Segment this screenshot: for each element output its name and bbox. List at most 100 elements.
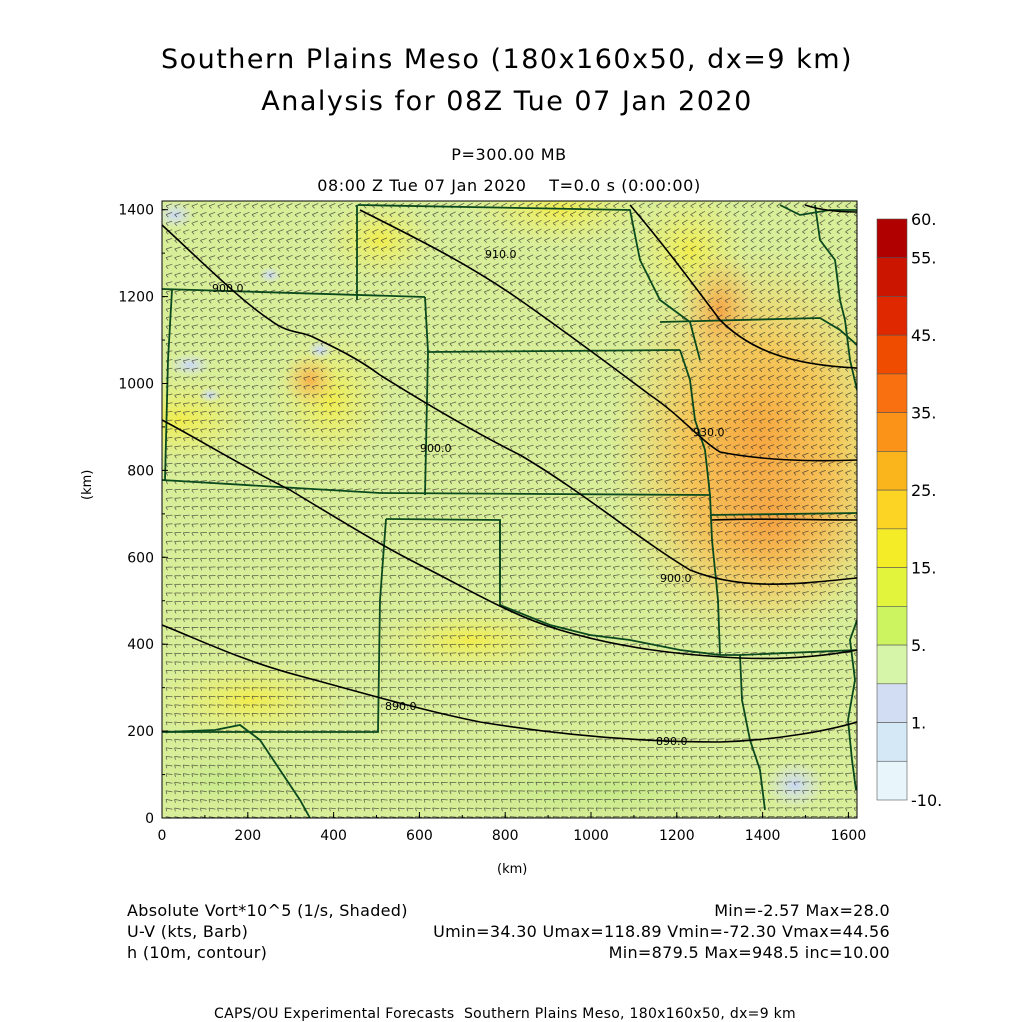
colorbar-label: 55.: [911, 249, 936, 268]
map-analysis-time: Analysis for 08Z Tue 07 Jan 2020: [261, 86, 753, 117]
valid-time: 08:00 Z Tue 07 Jan 2020 T=0.0 s (0:00:00…: [317, 176, 701, 195]
wind-legend-label: U-V (kts, Barb): [127, 922, 249, 941]
colorbar-swatch: [876, 760, 908, 801]
colorbar-swatch: [876, 528, 908, 568]
contour-labels: 900.0 910.0 900.0 930.0 900.0 890.0 890.…: [212, 248, 725, 748]
state-borders: [162, 204, 857, 818]
y-tick-label: 600: [127, 550, 154, 566]
x-tick-label: 400: [320, 828, 347, 844]
height-legend-label: h (10m, contour): [127, 943, 268, 962]
border-mississippi-river: [814, 204, 857, 391]
colorbar: 60. 55. 45. 35. 25. 15. 5. 1. -10.: [876, 210, 942, 810]
colorbar-label: 5.: [911, 636, 926, 655]
colorbar-swatch: [876, 683, 908, 723]
y-axis: 0 200 400 600 800 1000 1200 1400: [118, 203, 168, 827]
border-kansas-oklahoma: [162, 479, 711, 496]
contour-line-5: [629, 204, 857, 369]
vorticity-min-north: [306, 340, 334, 360]
contour-label: 930.0: [693, 426, 725, 439]
colorbar-swatch: [876, 722, 908, 762]
vorticity-min-northwest: [258, 266, 282, 284]
x-tick-label: 600: [406, 828, 433, 844]
vorticity-band-east: [680, 250, 760, 370]
y-axis-label: (km): [80, 469, 95, 500]
contour-line-7: [804, 204, 857, 213]
border-colorado-north: [162, 288, 426, 298]
vorticity-stats: Min=-2.57 Max=28.0: [714, 901, 890, 920]
x-tick-label: 1000: [573, 828, 609, 844]
border-iowa-missouri: [659, 317, 857, 346]
y-tick-label: 400: [127, 637, 154, 653]
colorbar-label: 60.: [911, 210, 936, 229]
height-stats: Min=879.5 Max=948.5 inc=10.00: [608, 943, 890, 962]
y-tick-label: 1200: [118, 290, 154, 306]
colorbar-swatch: [876, 567, 908, 607]
pressure-level: P=300.00 MB: [451, 145, 567, 164]
colorbar-label: 1.: [911, 714, 926, 733]
colorbar-label: 15.: [911, 559, 936, 578]
contour-label: 900.0: [660, 572, 692, 585]
vorticity-max-west: [162, 375, 260, 465]
border-south-dakota-nebraska: [357, 204, 701, 361]
contour-label: 890.0: [656, 735, 688, 748]
vorticity-max-south: [370, 605, 570, 675]
colorbar-swatch: [876, 412, 908, 452]
vorticity-max-southwest: [162, 660, 350, 740]
contour-line-4: [359, 209, 857, 462]
contour-line-1: [162, 224, 857, 585]
vorticity-legend-label: Absolute Vort*10^5 (1/s, Shaded): [127, 901, 408, 920]
colorbar-swatch: [876, 451, 908, 491]
border-utah-colorado: [164, 289, 173, 481]
contour-label: 890.0: [385, 700, 417, 713]
border-arkansas-missouri: [739, 649, 857, 656]
colorbar-swatch: [876, 606, 908, 646]
colorbar-swatch: [876, 218, 908, 259]
x-tick-label: 0: [158, 828, 167, 844]
x-tick-label: 200: [234, 828, 261, 844]
border-missouri-west: [679, 349, 721, 656]
x-axis-label: (km): [497, 862, 528, 877]
colorbar-swatch: [876, 334, 908, 375]
colorbar-swatch: [876, 257, 908, 297]
colorbar-swatch: [876, 644, 908, 685]
border-missouri-arkansas: [709, 512, 857, 516]
contour-line-3: [162, 624, 857, 743]
plot-frame: [161, 200, 858, 819]
y-tick-label: 200: [127, 724, 154, 740]
border-red-river: [499, 604, 721, 656]
x-tick-label: 1200: [659, 828, 695, 844]
colorbar-label: 45.: [911, 326, 936, 345]
contour-label: 900.0: [420, 442, 452, 455]
vorticity-local-max: [282, 352, 338, 408]
x-tick-label: 1600: [831, 828, 867, 844]
contour-line-2: [162, 419, 857, 660]
height-contours: [162, 204, 857, 743]
colorbar-label: -10.: [911, 791, 942, 810]
vorticity-min-west: [168, 353, 212, 377]
border-rio-grande: [164, 724, 311, 818]
border-new-mexico-texas: [162, 518, 387, 733]
footer-credit: CAPS/OU Experimental Forecasts Southern …: [214, 1006, 796, 1022]
border-east-edge: [847, 619, 857, 791]
colorbar-swatch: [876, 373, 908, 413]
colorbar-label: 25.: [911, 481, 936, 500]
x-tick-label: 1400: [745, 828, 781, 844]
contour-label: 910.0: [485, 248, 517, 261]
vorticity-min-southwest: [162, 745, 320, 815]
colorbar-label: 35.: [911, 404, 936, 423]
border-northeast: [779, 204, 857, 216]
contour-line-6: [711, 518, 857, 521]
y-tick-label: 1000: [118, 376, 154, 392]
map-title: Southern Plains Meso (180x160x50, dx=9 k…: [160, 44, 854, 75]
contour-label: 900.0: [212, 282, 244, 295]
x-tick-label: 800: [492, 828, 519, 844]
colorbar-swatch: [876, 489, 908, 530]
border-colorado-kansas: [424, 351, 429, 496]
y-tick-label: 0: [145, 811, 154, 827]
wind-stats: Umin=34.30 Umax=118.89 Vmin=-72.30 Vmax=…: [433, 922, 890, 941]
border-arkansas-louisiana: [720, 654, 766, 811]
x-axis: 0 200 400 600 800 1000 1200 1400 1600: [158, 812, 867, 844]
y-tick-label: 800: [127, 463, 154, 479]
